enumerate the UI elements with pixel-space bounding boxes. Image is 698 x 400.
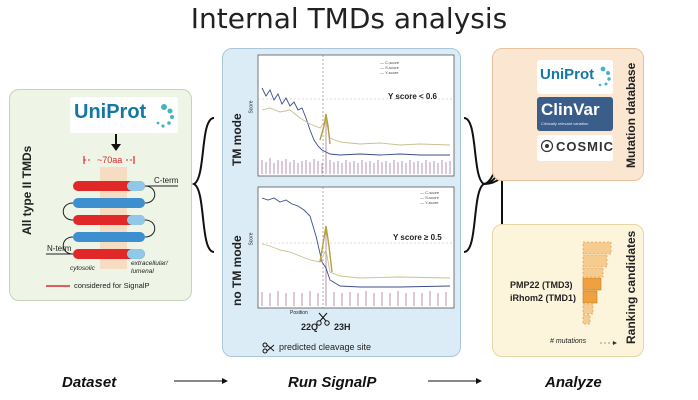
lumenal-label: lumenal [131, 268, 154, 275]
svg-text:— S-score: — S-score [420, 195, 440, 200]
plot-frame-top [257, 54, 455, 177]
clinvar-logo: ClinVar Clinically relevant variation [537, 97, 613, 131]
uniprot-logo: UniProt [70, 97, 178, 133]
site-right-label: 23H [334, 322, 351, 332]
n-term-label: N-term [47, 244, 72, 253]
extracellular-label: extracellular/ [131, 260, 168, 267]
bar-irhom2 [582, 290, 598, 304]
cytosolic-label: cytosolic [70, 265, 95, 272]
cosmic-logo: COSMIC [537, 135, 613, 161]
step-analyze: Analyze [545, 374, 602, 391]
site-left-label: 22Q [301, 322, 319, 332]
span-label: ~70aa [97, 155, 123, 165]
mutations-axis-label: # mutations [550, 338, 587, 345]
rank-item-irhom2: iRhom2 (TMD1) [510, 293, 576, 303]
svg-text:— C-score: — C-score [380, 60, 400, 65]
step-run-signalp: Run SignalP [288, 374, 377, 391]
position-axis: Position [290, 310, 308, 316]
plot-frame-bottom [257, 186, 455, 309]
svg-text:— Y-score: — Y-score [380, 70, 399, 75]
uniprot-db-logo: UniProt [537, 60, 613, 94]
svg-text:— C-score: — C-score [420, 190, 440, 195]
signalp-legend-label: considered for SignalP [74, 281, 150, 290]
rank-item-pmp22: PMP22 (TMD3) [510, 280, 573, 290]
cleavage-label: predicted cleavage site [279, 342, 372, 352]
threshold-bottom-label: Y score ≥ 0.5 [393, 233, 442, 242]
svg-text:— S-score: — S-score [380, 65, 400, 70]
uniprot-dots-icon [156, 104, 174, 128]
bar-pmp22 [582, 277, 602, 291]
cosmic-icon [540, 139, 554, 153]
step-dataset: Dataset [62, 374, 117, 391]
svg-text:— Y-score: — Y-score [420, 200, 439, 205]
c-term-label: C-term [154, 176, 179, 185]
threshold-top-label: Y score < 0.6 [388, 92, 437, 101]
ranking-panel [492, 224, 644, 357]
page-title: Internal TMDs analysis [190, 2, 508, 35]
uniprot-dots-icon [598, 66, 611, 87]
